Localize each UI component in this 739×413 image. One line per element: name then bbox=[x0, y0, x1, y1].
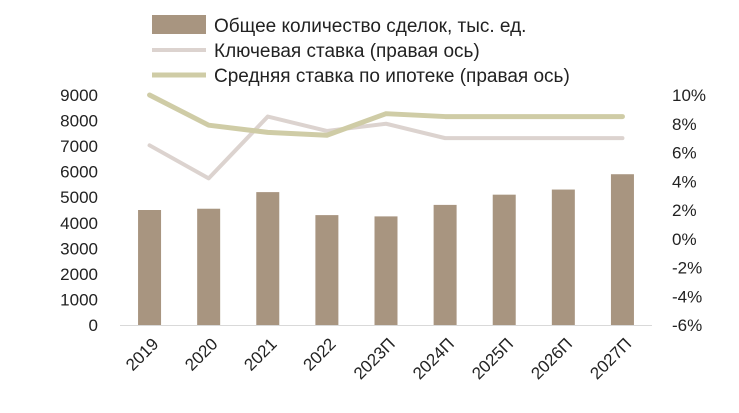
y-tick-label-left: 6000 bbox=[60, 163, 98, 182]
y-tick-label-left: 5000 bbox=[60, 188, 98, 207]
y-tick-label-left: 4000 bbox=[60, 214, 98, 233]
y-tick-label-right: -4% bbox=[672, 287, 702, 306]
legend-label-key-rate: Ключевая ставка (правая ось) bbox=[214, 41, 480, 62]
legend: Общее количество сделок, тыс. ед. Ключев… bbox=[152, 15, 570, 87]
x-tick-label: 2022 bbox=[300, 334, 340, 374]
bar-series bbox=[138, 174, 634, 325]
y-tick-label-left: 7000 bbox=[60, 137, 98, 156]
y-tick-label-right: 10% bbox=[672, 86, 706, 105]
line-key-rate bbox=[147, 114, 625, 181]
legend-swatch-deals bbox=[152, 15, 206, 34]
x-tick-label: 2020 bbox=[181, 334, 221, 374]
x-tick-label: 2019 bbox=[122, 334, 162, 374]
x-tick-label: 2024П bbox=[409, 334, 458, 383]
x-tick-label: 2023П bbox=[350, 334, 399, 383]
y-tick-label-left: 2000 bbox=[60, 265, 98, 284]
y-tick-label-right: 8% bbox=[672, 115, 697, 134]
x-tick-label: 2026П bbox=[527, 334, 576, 383]
x-axis: 2019 2020 2021 2022 2023П 2024П 2025П 2026П 2027… bbox=[120, 325, 652, 383]
y-tick-label-left: 1000 bbox=[60, 290, 98, 309]
y-tick-label-right: 6% bbox=[672, 144, 697, 163]
y-tick-label-left: 8000 bbox=[60, 112, 98, 131]
y-tick-label-left: 0 bbox=[89, 316, 98, 335]
y-tick-label-right: -6% bbox=[672, 316, 702, 335]
x-tick-label: 2025П bbox=[468, 334, 517, 383]
legend-label-deals: Общее количество сделок, тыс. ед. bbox=[214, 16, 526, 37]
y-tick-label-right: 0% bbox=[672, 230, 697, 249]
y-tick-label-right: -2% bbox=[672, 259, 702, 278]
bar-2026П bbox=[551, 189, 575, 325]
bar-2019 bbox=[138, 210, 162, 325]
x-tick-label: 2027П bbox=[586, 334, 635, 383]
y-tick-label-left: 3000 bbox=[60, 239, 98, 258]
bar-2024П bbox=[433, 204, 457, 325]
bar-2027П bbox=[610, 174, 634, 325]
bar-2022 bbox=[315, 215, 339, 325]
bar-2023П bbox=[374, 216, 398, 325]
y-tick-label-left: 9000 bbox=[60, 86, 98, 105]
y-tick-label-right: 2% bbox=[672, 201, 697, 220]
line-series bbox=[147, 92, 625, 181]
y-axis-left: 9000 8000 7000 6000 5000 4000 3000 2000 1000 0 bbox=[60, 86, 98, 335]
bar-2020 bbox=[197, 208, 221, 325]
x-tick-label: 2021 bbox=[240, 334, 280, 374]
y-tick-label-right: 4% bbox=[672, 172, 697, 191]
y-axis-right: 10% 8% 6% 4% 2% 0% -2% -4% -6% bbox=[672, 86, 706, 335]
bar-2021 bbox=[256, 192, 280, 325]
legend-label-mortgage-rate: Средняя ставка по ипотеке (правая ось) bbox=[214, 66, 570, 87]
bar-2025П bbox=[492, 194, 516, 325]
line-mortgage-rate bbox=[147, 92, 625, 138]
